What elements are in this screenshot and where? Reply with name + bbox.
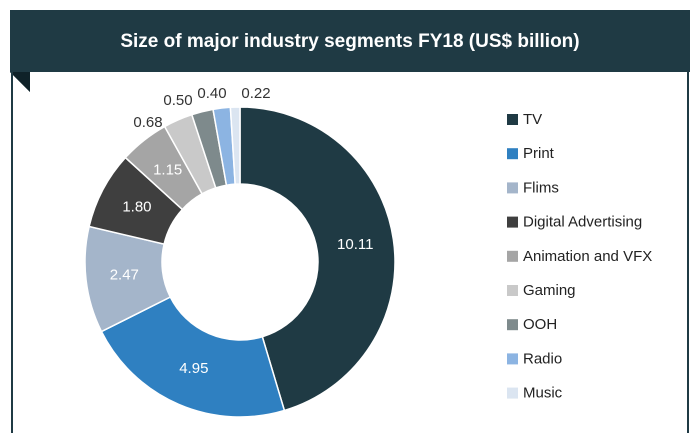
legend-swatch <box>507 216 518 228</box>
legend-label: Gaming <box>523 282 576 299</box>
data-label: 2.47 <box>110 267 139 284</box>
data-label: 10.11 <box>337 236 373 253</box>
data-label: 1.80 <box>122 199 151 216</box>
data-label: 0.22 <box>241 85 270 102</box>
title-banner <box>10 10 690 92</box>
donut: 10.11 4.95 2.47 1.80 1.15 0.680.50 0.40 0.22 <box>84 85 396 418</box>
banner-fold <box>10 72 30 92</box>
data-label: 0.50 <box>163 92 192 109</box>
donut-slice <box>229 106 241 185</box>
legend-swatch <box>507 148 518 160</box>
legend-label: TV <box>523 111 542 128</box>
legend-label: Radio <box>523 350 562 367</box>
legend-label: Flims <box>523 179 559 196</box>
chart-title: Size of major industry segments FY18 (US… <box>120 31 579 52</box>
legend-swatch <box>507 285 518 296</box>
legend-swatch <box>507 387 518 399</box>
legend-label: OOH <box>523 316 557 333</box>
donut-slice <box>100 295 286 418</box>
data-label: 4.95 <box>179 360 208 377</box>
data-label: 0.68 <box>133 114 162 131</box>
legend-swatch <box>507 353 518 365</box>
legend: TV Print Flims Digital Advertising Animation… <box>507 111 652 402</box>
legend-swatch <box>507 250 518 262</box>
legend-label: Music <box>523 385 563 402</box>
data-label: 1.15 <box>153 162 182 179</box>
legend-label: Digital Advertising <box>523 214 642 231</box>
legend-swatch <box>507 319 518 331</box>
legend-label: Animation and VFX <box>523 248 652 265</box>
donut-slice <box>239 106 396 412</box>
legend-label: Print <box>523 145 555 162</box>
legend-swatch <box>507 182 518 194</box>
legend-swatch <box>507 114 518 125</box>
data-label: 0.40 <box>197 85 226 102</box>
